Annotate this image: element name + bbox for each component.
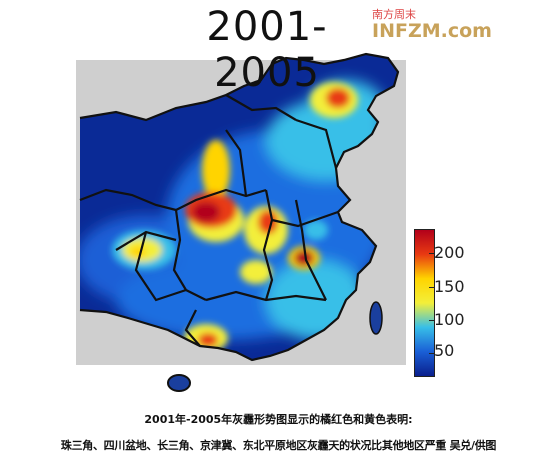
province-borders <box>79 52 400 362</box>
logo-main-text: INFZM.com <box>372 20 492 42</box>
map-title: 2001-2005 <box>206 4 328 96</box>
legend-tick-200: 200 <box>434 243 465 262</box>
color-legend: 200 150 100 50 <box>414 229 474 379</box>
colorbar <box>414 229 435 377</box>
legend-tick-150: 150 <box>434 277 465 296</box>
tick-line-50 <box>429 353 434 354</box>
infzm-logo: 南方周末 INFZM.com <box>372 6 492 46</box>
tick-line-150 <box>429 287 434 288</box>
legend-tick-100: 100 <box>434 310 465 329</box>
hainan-island <box>167 374 191 392</box>
haze-map-panel: 2001-2005 <box>76 0 481 408</box>
taiwan-island <box>369 301 383 335</box>
legend-tick-50: 50 <box>434 341 455 360</box>
logo-top-text: 南方周末 <box>372 8 416 21</box>
tick-line-200 <box>429 253 434 254</box>
caption-line-1: 2001年-2005年灰霾形势图显示的橘红色和黄色表明: <box>144 413 413 426</box>
haze-map <box>76 0 481 408</box>
caption-line-2: 珠三角、四川盆地、长三角、京津冀、东北平原地区灰霾天的状况比其他地区严重 吴兑/… <box>60 439 497 452</box>
tick-line-100 <box>429 320 434 321</box>
